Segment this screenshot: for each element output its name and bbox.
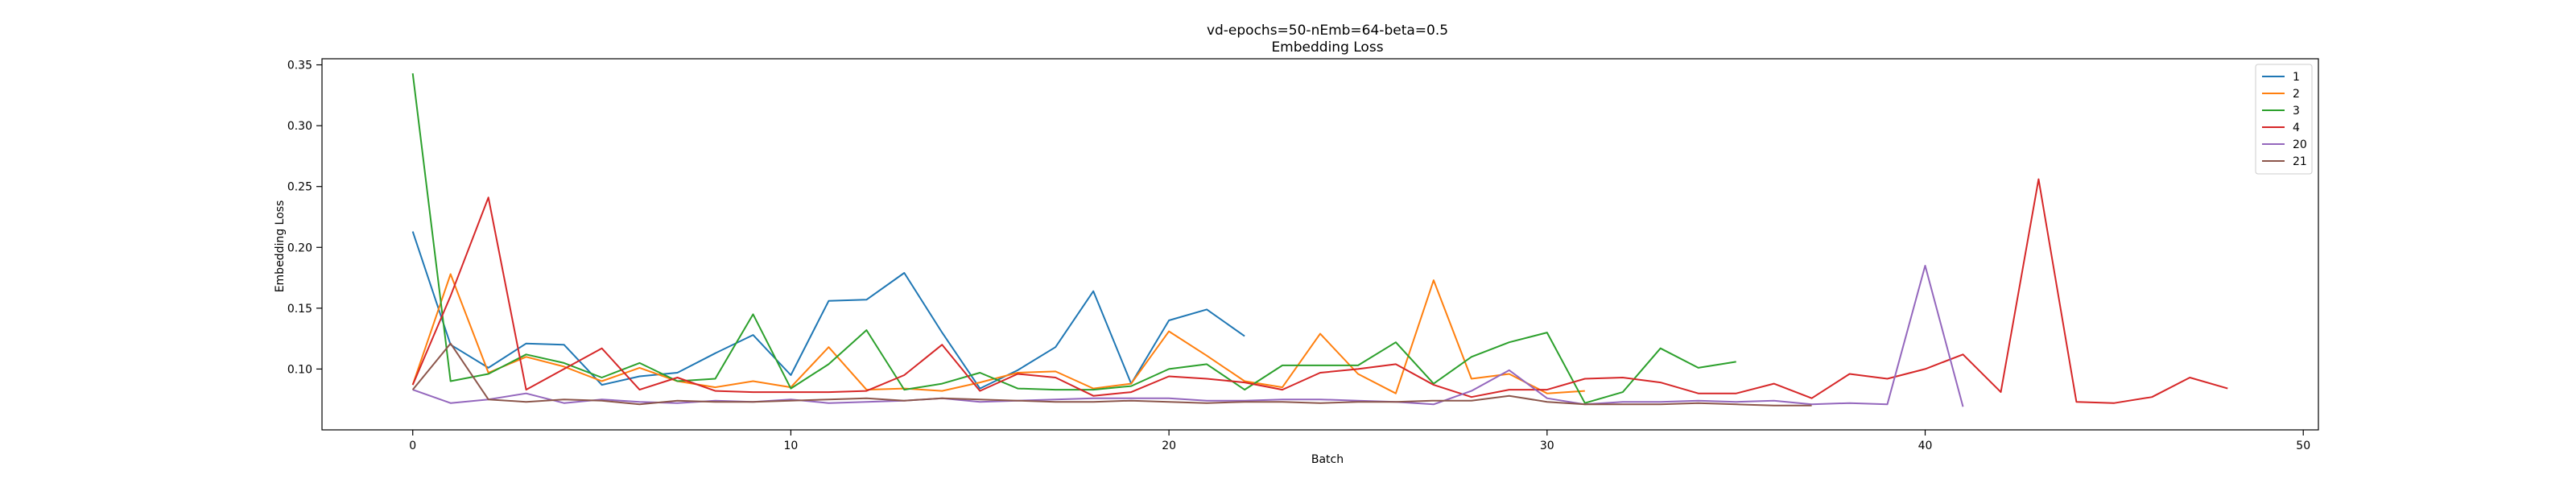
y-axis: 0.10 0.15 0.20 0.25 0.30 0.35 (287, 60, 322, 376)
y-axis-label: Embedding Loss (274, 200, 287, 293)
x-tick-label: 0 (409, 440, 416, 452)
series-layer (411, 72, 2228, 407)
x-tick-label: 40 (1918, 440, 1933, 452)
y-tick-label: 0.35 (287, 60, 312, 72)
series-line-21 (411, 342, 1812, 407)
series-line-4 (411, 178, 2228, 404)
y-tick-label: 0.20 (287, 242, 312, 254)
legend-label-20: 20 (2293, 138, 2307, 151)
legend-label-3: 3 (2293, 105, 2300, 118)
y-tick-label: 0.15 (287, 303, 312, 316)
legend-label-1: 1 (2293, 71, 2300, 84)
legend-label-4: 4 (2293, 122, 2300, 134)
legend-box (2255, 64, 2313, 175)
x-tick-label: 50 (2296, 440, 2310, 452)
legend-label-21: 21 (2293, 155, 2307, 168)
x-tick-label: 30 (1540, 440, 1554, 452)
chart-title: vd-epochs=50-nEmb=64-beta=0.5 (1207, 23, 1448, 39)
chart-subtitle: Embedding Loss (1271, 39, 1383, 56)
series-line-3 (411, 72, 1736, 404)
y-tick-label: 0.10 (287, 363, 312, 376)
y-tick-label: 0.25 (287, 181, 312, 194)
legend: 1 2 3 4 20 21 (2255, 64, 2313, 175)
legend-label-2: 2 (2293, 88, 2300, 101)
series-line-20 (412, 265, 1964, 407)
x-axis-label: Batch (1311, 453, 1344, 466)
x-tick-label: 20 (1162, 440, 1176, 452)
series-line-2 (411, 273, 1585, 394)
series-line-1 (411, 231, 1245, 390)
x-tick-label: 10 (784, 440, 799, 452)
plot-area-frame (321, 58, 2319, 431)
y-tick-label: 0.30 (287, 120, 312, 133)
x-axis: 0 10 20 30 40 50 (409, 430, 2310, 452)
